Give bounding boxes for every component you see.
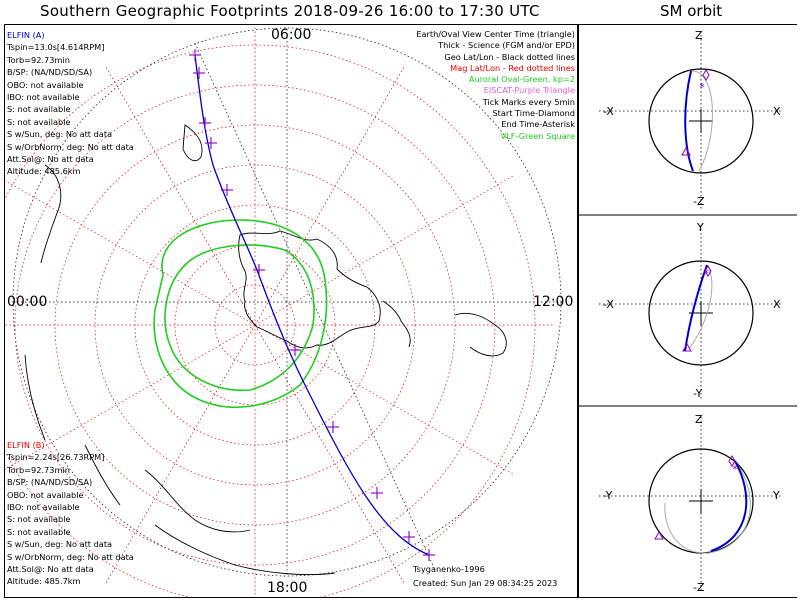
- elfin-b-info: ELFIN (B) Tspin=2.24s[26.73RPM] Torb=92.7…: [7, 439, 134, 588]
- auroral-oval: [153, 219, 328, 408]
- orbit-track: [189, 49, 435, 561]
- legend-item: Start Time-Diamond: [492, 108, 575, 119]
- footprint-map: 06:00 00:00 12:00 18:00: [0, 25, 573, 601]
- legend-item: End Time-Asterisk: [501, 119, 575, 130]
- coastlines: [24, 124, 507, 576]
- legend-item: Geo Lat/Lon - Black dotted lines: [444, 51, 575, 62]
- sm3-right-label: Y: [772, 489, 780, 502]
- elfin-a-line: IBO: not available: [7, 92, 80, 103]
- elfin-a-name: ELFIN (A): [7, 30, 45, 40]
- svg-text:*: *: [703, 267, 709, 280]
- sm3-bottom-label: -Z: [693, 581, 705, 594]
- elfin-b-line: S: not available: [7, 526, 71, 537]
- legend-item: Tick Marks every 5min: [482, 96, 575, 107]
- created-note: Created: Sun Jan 29 08:34:25 2023: [413, 578, 558, 588]
- elfin-a-line: S w/Sun, deg: No att data: [7, 129, 113, 140]
- sm-panel-xz: * Z -Z -X X: [599, 29, 783, 209]
- elfin-b-line: Torb=92.73min: [7, 464, 70, 475]
- sm-panel-xy: * Y -Y -X X: [599, 221, 783, 400]
- sm-orbit-plots: * Z -Z -X X * Y -Y -X X: [579, 29, 797, 594]
- sm3-left-label: -Y: [603, 489, 613, 502]
- sm-orbit-title: SM orbit: [660, 2, 723, 20]
- legend: Earth/Oval View Center Time (triangle) Th…: [416, 29, 575, 142]
- legend-item: EISCAT-Purple Triangle: [483, 85, 575, 96]
- elfin-a-line: Tspin=13.0s[4.614RPM]: [7, 42, 105, 53]
- clock-label-right: 12:00: [533, 294, 573, 310]
- elfin-a-line: B/SP: (NA/ND/SD/SA): [7, 67, 93, 78]
- svg-text:*: *: [732, 463, 738, 476]
- elfin-b-line: S: not available: [7, 514, 71, 525]
- elfin-b-line: Tspin=2.24s[26.73RPM]: [7, 452, 105, 463]
- svg-text:*: *: [699, 81, 705, 94]
- sm2-right-label: X: [773, 298, 781, 311]
- sm1-right-label: X: [773, 105, 781, 118]
- elfin-a-line: S: not available: [7, 116, 71, 127]
- elfin-a-line: OBO: not available: [7, 79, 84, 90]
- elfin-a-line: Altitude: 485.6km: [7, 166, 81, 177]
- sm2-left-label: -X: [603, 298, 614, 311]
- sm-panel-yz: * Z -Z -Y Y: [599, 413, 783, 594]
- footprint-map-panel: 06:00 00:00 12:00 18:00 ELFIN (A) Tspin=…: [0, 24, 578, 601]
- elfin-b-line: Altitude: 485.7km: [7, 576, 81, 587]
- sm-orbit-panel: * Z -Z -X X * Y -Y -X X: [578, 24, 797, 598]
- elfin-a-line: S w/OrbNorm, deg: No att data: [7, 141, 134, 152]
- elfin-a-info: ELFIN (A) Tspin=13.0s[4.614RPM] Torb=92.7…: [7, 29, 134, 178]
- elfin-b-line: S w/Sun, deg: No att data: [7, 539, 113, 550]
- elfin-b-name: ELFIN (B): [7, 440, 45, 450]
- elfin-b-line: B/SP: (NA/ND/SD/SA): [7, 477, 93, 488]
- elfin-b-line: Att.Sol@: No att data: [7, 564, 94, 575]
- elfin-a-line: Torb=92.73min: [7, 54, 70, 65]
- elfin-b-line: S w/OrbNorm, deg: No att data: [7, 551, 134, 562]
- clock-label-top: 06:00: [271, 27, 311, 43]
- legend-item: Thick - Science (FGM and/or EPD): [438, 40, 575, 51]
- sm2-bottom-label: -Y: [693, 387, 703, 400]
- elfin-b-line: IBO: not available: [7, 502, 80, 513]
- legend-item: VLF-Green Square: [500, 130, 575, 141]
- legend-item: Earth/Oval View Center Time (triangle): [416, 29, 575, 39]
- sm2-top-label: Y: [696, 221, 704, 234]
- sm3-top-label: Z: [695, 413, 703, 426]
- legend-item: Auroral Oval-Green, kp=2: [468, 74, 575, 85]
- clock-label-bottom: 18:00: [267, 580, 307, 596]
- sm1-bottom-label: -Z: [693, 195, 705, 208]
- elfin-b-line: OBO: not available: [7, 489, 84, 500]
- sm1-left-label: -X: [603, 105, 614, 118]
- elfin-a-line: Att.Sol@: No att data: [7, 154, 94, 165]
- geo-grid: [12, 27, 563, 577]
- sm1-top-label: Z: [695, 29, 703, 42]
- legend-item: Mag Lat/Lon - Red dotted lines: [450, 62, 575, 73]
- elfin-a-line: S: not available: [7, 104, 71, 115]
- page-title: Southern Geographic Footprints 2018-09-2…: [40, 2, 540, 20]
- model-note: Tsyganenko-1996: [413, 564, 485, 574]
- clock-label-left: 00:00: [7, 294, 47, 310]
